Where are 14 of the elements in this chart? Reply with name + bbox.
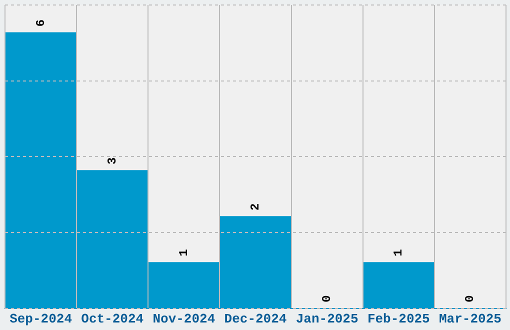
- x-tick-label: Dec-2024: [224, 311, 287, 326]
- x-tick-label: Nov-2024: [152, 311, 216, 326]
- data-label: 1: [176, 249, 191, 256]
- x-tick-label: Sep-2024: [10, 311, 72, 326]
- data-label: 2: [248, 203, 263, 210]
- x-tick-label: Oct-2024: [81, 311, 144, 326]
- data-label: 1: [392, 249, 406, 256]
- x-tick-label: Feb-2025: [367, 311, 430, 326]
- data-label: 6: [34, 19, 48, 27]
- data-label: 3: [105, 157, 120, 164]
- data-label: 0: [320, 295, 334, 302]
- data-label: 0: [463, 295, 478, 302]
- x-tick-label: Mar-2025: [439, 311, 502, 326]
- x-tick-label: Jan-2025: [296, 311, 358, 326]
